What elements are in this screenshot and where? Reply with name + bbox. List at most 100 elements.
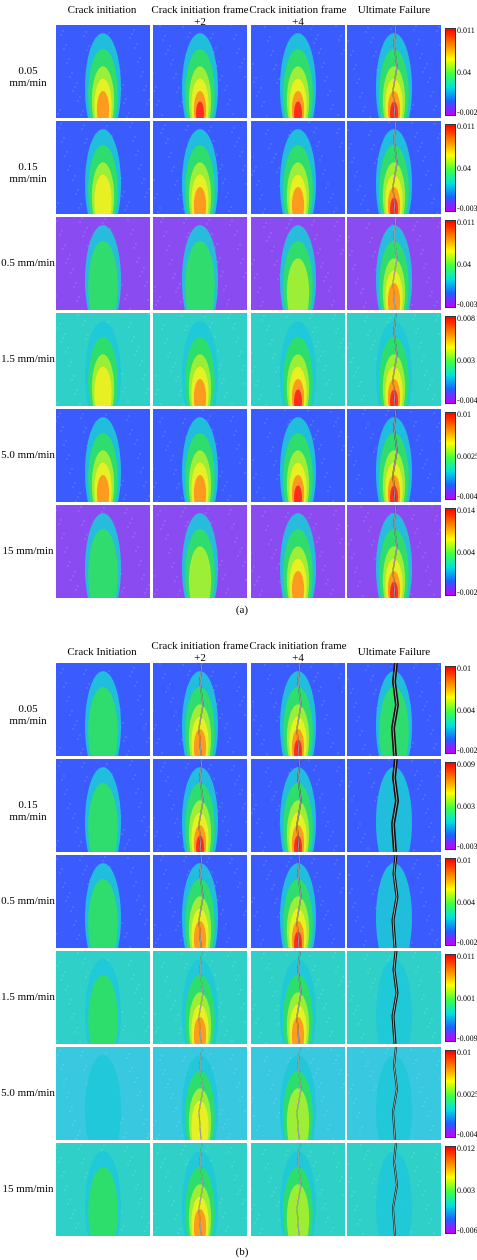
strain-field-image (251, 121, 345, 215)
column-header: Ultimate Failure (357, 646, 431, 658)
colorbar-tick-label: 0.012 (457, 1144, 475, 1153)
strain-field-image (251, 855, 345, 949)
strain-colorbar (445, 220, 456, 308)
panel-b-label: (b) (235, 1246, 249, 1258)
strain-field-image (347, 217, 441, 311)
strain-field-image (251, 1143, 345, 1237)
colorbar-tick-label: 0.011 (457, 952, 475, 961)
row-label: 15 mm/min (2, 1183, 54, 1195)
strain-field-image (347, 951, 441, 1045)
row-label: 0.5 mm/min (1, 895, 55, 907)
colorbar-tick-label: 0.01 (457, 664, 471, 673)
column-header: Crack initiation frame +4 (249, 4, 347, 28)
strain-field-image (251, 1047, 345, 1141)
strain-field-image (347, 663, 441, 757)
strain-colorbar (445, 508, 456, 596)
colorbar-tick-label: 0.011 (457, 122, 475, 131)
strain-colorbar (445, 1050, 456, 1138)
colorbar-tick-label: -0.003 (457, 204, 477, 213)
strain-field-image (347, 313, 441, 407)
colorbar-tick-label: 0.04 (457, 68, 471, 77)
colorbar-tick-label: 0.004 (457, 706, 475, 715)
strain-field-image (56, 121, 150, 215)
strain-colorbar (445, 316, 456, 404)
colorbar-tick-label: 0.0025 (457, 452, 477, 461)
row-label: 0.05 mm/min (9, 703, 47, 727)
strain-colorbar (445, 666, 456, 754)
strain-field-image (347, 759, 441, 853)
strain-colorbar (445, 124, 456, 212)
strain-field-image (56, 855, 150, 949)
row-label: 1.5 mm/min (1, 353, 55, 365)
colorbar-tick-label: -0.004 (457, 396, 477, 405)
strain-field-image (347, 505, 441, 599)
strain-field-image (56, 1143, 150, 1237)
strain-field-image (153, 505, 247, 599)
strain-field-image (153, 1143, 247, 1237)
row-label: 15 mm/min (2, 545, 54, 557)
strain-field-image (153, 409, 247, 503)
colorbar-tick-label: -0.006 (457, 1226, 477, 1235)
column-header: Crack initiation (67, 4, 137, 16)
colorbar-tick-label: 0.04 (457, 164, 471, 173)
column-header: Crack Initiation (67, 646, 137, 658)
strain-colorbar (445, 412, 456, 500)
strain-field-image (251, 313, 345, 407)
colorbar-tick-label: 0.004 (457, 898, 475, 907)
colorbar-tick-label: 0.004 (457, 548, 475, 557)
colorbar-tick-label: 0.01 (457, 410, 471, 419)
colorbar-tick-label: -0.002 (457, 588, 477, 597)
colorbar-tick-label: 0.011 (457, 218, 475, 227)
strain-field-image (347, 855, 441, 949)
row-label: 0.15 mm/min (9, 161, 47, 185)
strain-field-image (153, 951, 247, 1045)
colorbar-tick-label: 0.003 (457, 1186, 475, 1195)
colorbar-tick-label: 0.003 (457, 356, 475, 365)
colorbar-tick-label: 0.011 (457, 26, 475, 35)
strain-field-image (56, 663, 150, 757)
column-header: Crack initiation frame +2 (151, 4, 249, 28)
row-label: 0.15 mm/min (9, 799, 47, 823)
strain-field-image (56, 313, 150, 407)
strain-field-image (347, 121, 441, 215)
strain-field-image (251, 25, 345, 119)
strain-field-image (251, 759, 345, 853)
strain-field-image (251, 409, 345, 503)
strain-field-image (56, 1047, 150, 1141)
column-header: Crack initiation frame +2 (151, 640, 249, 664)
colorbar-tick-label: 0.003 (457, 802, 475, 811)
colorbar-tick-label: 0.01 (457, 856, 471, 865)
colorbar-tick-label: 0.008 (457, 314, 475, 323)
strain-field-image (56, 505, 150, 599)
strain-colorbar (445, 28, 456, 116)
panel-a-label: (a) (235, 604, 249, 616)
strain-field-image (153, 855, 247, 949)
strain-colorbar (445, 858, 456, 946)
strain-field-image (347, 409, 441, 503)
row-label: 1.5 mm/min (1, 991, 55, 1003)
colorbar-tick-label: 0.014 (457, 506, 475, 515)
colorbar-tick-label: -0.003 (457, 300, 477, 309)
colorbar-tick-label: 0.01 (457, 1048, 471, 1057)
strain-colorbar (445, 954, 456, 1042)
strain-field-image (153, 217, 247, 311)
row-label: 5.0 mm/min (1, 1087, 55, 1099)
strain-field-image (347, 25, 441, 119)
strain-field-image (56, 951, 150, 1045)
strain-field-image (56, 217, 150, 311)
strain-field-image (56, 759, 150, 853)
strain-field-image (153, 121, 247, 215)
strain-field-image (153, 1047, 247, 1141)
colorbar-tick-label: 0.0025 (457, 1090, 477, 1099)
colorbar-tick-label: 0.04 (457, 260, 471, 269)
colorbar-tick-label: -0.009 (457, 1034, 477, 1043)
strain-field-image (153, 663, 247, 757)
strain-field-image (251, 663, 345, 757)
row-label: 0.5 mm/min (1, 257, 55, 269)
strain-field-image (56, 25, 150, 119)
strain-field-image (251, 217, 345, 311)
strain-field-image (251, 951, 345, 1045)
colorbar-tick-label: -0.004 (457, 1130, 477, 1139)
colorbar-tick-label: 0.009 (457, 760, 475, 769)
strain-field-image (56, 409, 150, 503)
